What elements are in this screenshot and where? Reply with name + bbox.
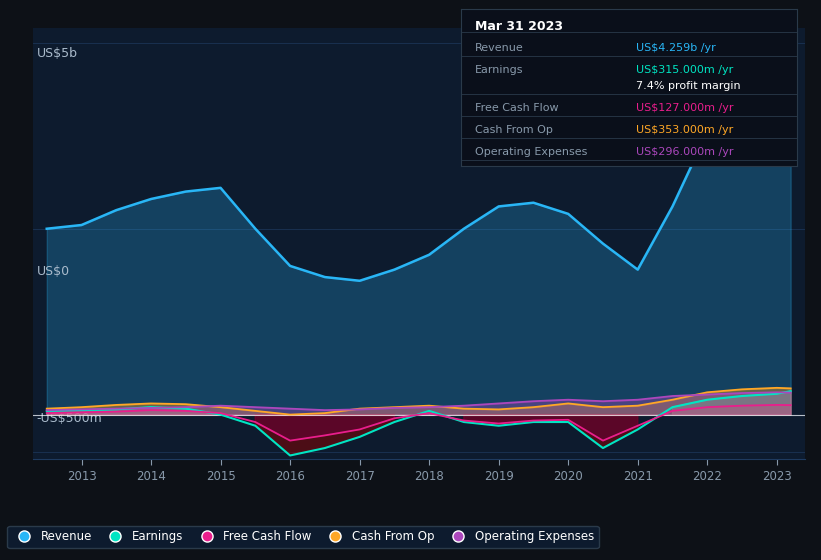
Text: US$0: US$0 <box>37 265 70 278</box>
Text: Cash From Op: Cash From Op <box>475 125 553 135</box>
Text: US$127.000m /yr: US$127.000m /yr <box>635 103 733 113</box>
Text: Free Cash Flow: Free Cash Flow <box>475 103 558 113</box>
Text: US$353.000m /yr: US$353.000m /yr <box>635 125 733 135</box>
Text: 7.4% profit margin: 7.4% profit margin <box>635 81 741 91</box>
Text: Operating Expenses: Operating Expenses <box>475 147 587 157</box>
Text: US$296.000m /yr: US$296.000m /yr <box>635 147 733 157</box>
Legend: Revenue, Earnings, Free Cash Flow, Cash From Op, Operating Expenses: Revenue, Earnings, Free Cash Flow, Cash … <box>7 526 599 548</box>
Text: Earnings: Earnings <box>475 66 523 75</box>
Text: -US$500m: -US$500m <box>37 412 103 424</box>
Text: US$5b: US$5b <box>37 48 78 60</box>
Text: Mar 31 2023: Mar 31 2023 <box>475 20 562 32</box>
Text: Revenue: Revenue <box>475 43 523 53</box>
Text: US$315.000m /yr: US$315.000m /yr <box>635 66 733 75</box>
Text: US$4.259b /yr: US$4.259b /yr <box>635 43 715 53</box>
